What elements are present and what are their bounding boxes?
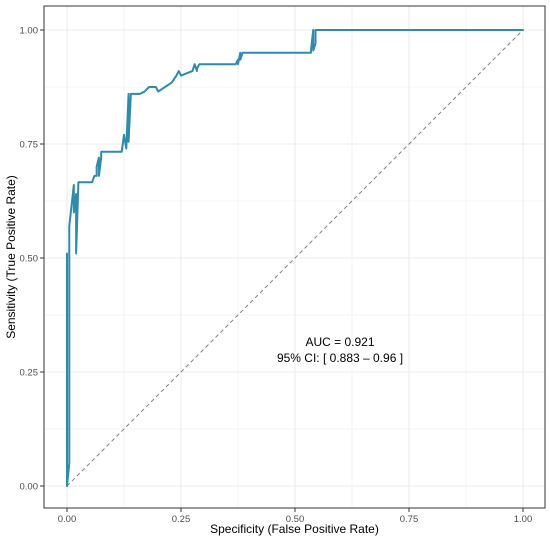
x-tick-label: 0.50 bbox=[286, 514, 305, 525]
y-tick-label: 0.00 bbox=[20, 482, 39, 493]
y-axis-ticks: 0.00 0.25 0.50 0.75 1.00 bbox=[20, 26, 44, 493]
auc-annotation: AUC = 0.921 bbox=[305, 335, 374, 349]
y-tick-label: 1.00 bbox=[20, 26, 39, 37]
diagonal-reference-line bbox=[66, 29, 524, 487]
x-axis-ticks: 0.00 0.25 0.50 0.75 1.00 bbox=[58, 508, 533, 525]
x-tick-label: 0.00 bbox=[58, 514, 77, 525]
x-tick-label: 1.00 bbox=[514, 514, 533, 525]
grid bbox=[44, 6, 545, 508]
x-tick-label: 0.75 bbox=[400, 514, 419, 525]
ci-annotation: 95% CI: [ 0.883 – 0.96 ] bbox=[277, 351, 403, 365]
y-tick-label: 0.25 bbox=[20, 368, 39, 379]
roc-curve-line bbox=[66, 29, 524, 487]
y-axis-title: Sensitivity (True Positive Rate) bbox=[4, 175, 18, 339]
y-tick-label: 0.75 bbox=[20, 140, 39, 151]
x-tick-label: 0.25 bbox=[172, 514, 191, 525]
x-axis-title: Specificity (False Positive Rate) bbox=[210, 522, 379, 536]
y-tick-label: 0.50 bbox=[20, 254, 39, 265]
